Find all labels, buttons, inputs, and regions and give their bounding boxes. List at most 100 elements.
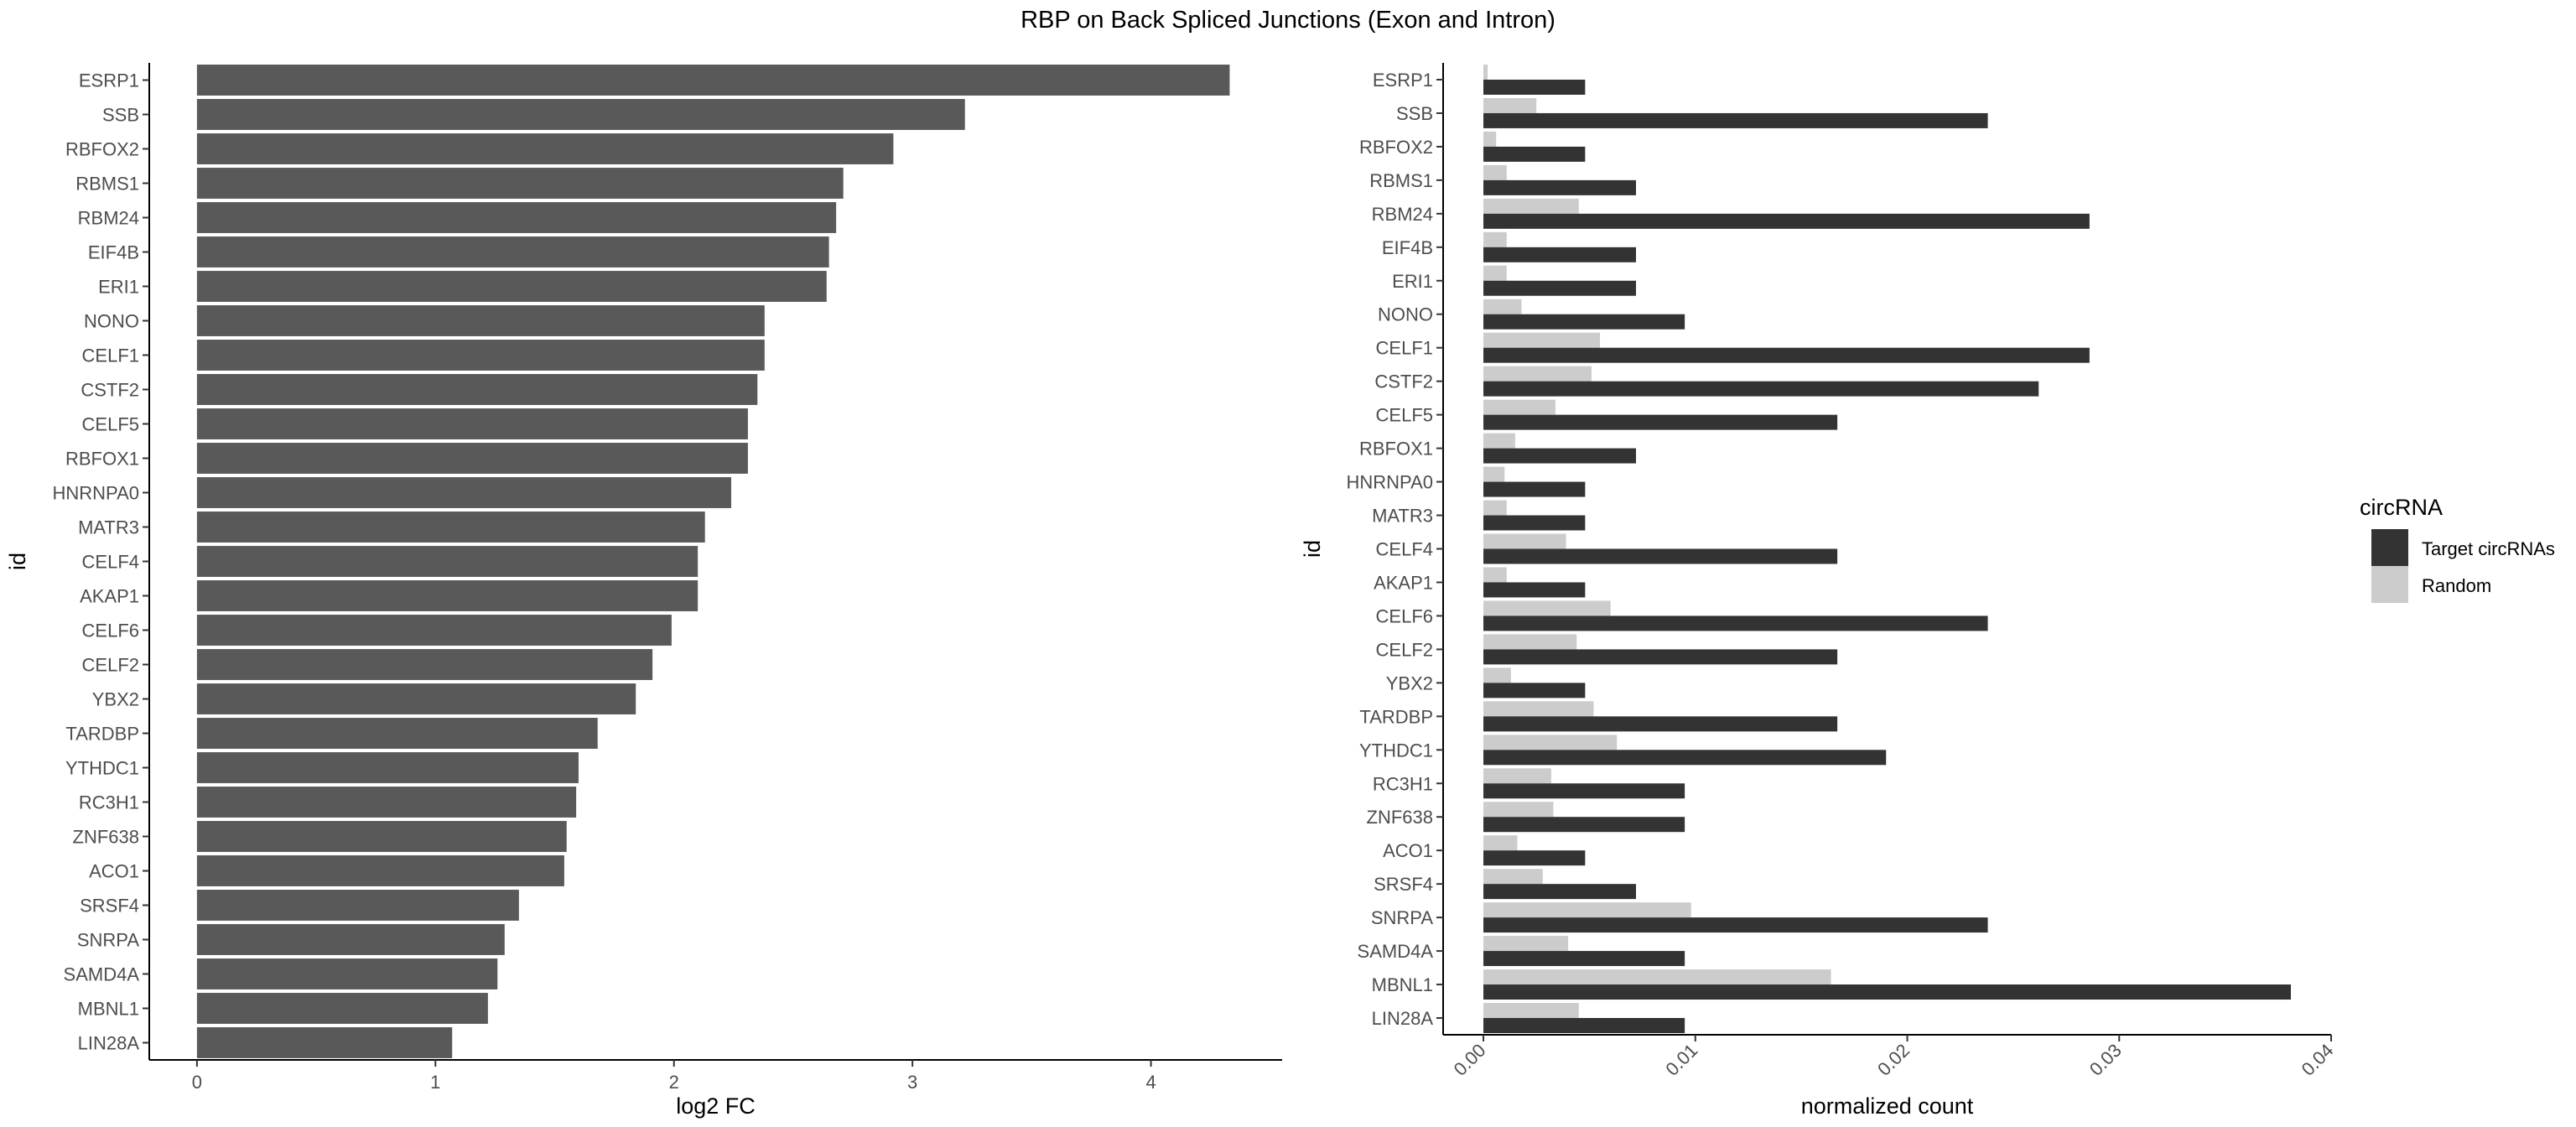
bar-random-ybx2 [1483, 667, 1511, 683]
y-tick-label-ssb: SSB [102, 105, 139, 126]
y-tick-label-srsf4: SRSF4 [80, 896, 139, 917]
bar-rbms1 [196, 168, 844, 199]
y-tick-label-tardbp: TARDBP [65, 724, 139, 745]
y-tick-label-celf4: CELF4 [1376, 539, 1433, 560]
bar-lin28a [196, 1027, 453, 1058]
bar-random-nono [1483, 299, 1522, 314]
bar-random-celf2 [1483, 634, 1577, 650]
bar-target-celf6 [1483, 615, 1988, 631]
bar-rc3h1 [196, 787, 577, 818]
y-tick-label-ythdc1: YTHDC1 [65, 758, 139, 779]
legend-title: circRNA [2360, 495, 2443, 520]
y-tick-label-rc3h1: RC3H1 [79, 792, 139, 813]
bar-target-lin28a [1483, 1018, 1685, 1034]
bar-target-celf5 [1483, 414, 1838, 430]
y-tick-label-samd4a: SAMD4A [1358, 941, 1434, 962]
legend-label-random: Random [2422, 575, 2491, 596]
y-tick-label-esrp1: ESRP1 [79, 70, 139, 91]
bar-celf5 [196, 408, 748, 439]
bar-random-srsf4 [1483, 869, 1543, 885]
bar-random-cstf2 [1483, 366, 1592, 382]
x-tick-label-4: 0.04 [2298, 1040, 2338, 1080]
bar-random-esrp1 [1483, 64, 1488, 80]
bar-random-lin28a [1483, 1003, 1579, 1019]
legend: circRNA Target circRNAs Random [2360, 495, 2555, 603]
bar-target-tardbp [1483, 716, 1838, 732]
y-tick-label-samd4a: SAMD4A [64, 964, 140, 985]
y-tick-label-celf2: CELF2 [82, 655, 139, 676]
bar-random-ssb [1483, 97, 1537, 113]
y-tick-label-srsf4: SRSF4 [1374, 874, 1433, 895]
bar-target-celf1 [1483, 347, 2090, 363]
bar-rbm24 [196, 202, 837, 233]
y-tick-label-celf1: CELF1 [82, 345, 139, 366]
bar-target-nono [1483, 314, 1685, 330]
bar-rbfox1 [196, 443, 748, 474]
y-tick-label-lin28a: LIN28A [78, 1033, 140, 1054]
y-tick-label-aco1: ACO1 [1383, 840, 1433, 861]
bar-random-celf6 [1483, 600, 1611, 616]
bar-random-akap1 [1483, 567, 1507, 583]
bar-random-eri1 [1483, 265, 1507, 281]
bar-hnrnpa0 [196, 477, 731, 508]
y-tick-label-cstf2: CSTF2 [80, 380, 139, 401]
bar-eri1 [196, 271, 827, 302]
bar-nono [196, 305, 765, 336]
x-tick-label-2: 0.02 [1873, 1040, 1914, 1080]
y-tick-label-celf5: CELF5 [1376, 405, 1433, 426]
y-tick-label-znf638: ZNF638 [73, 827, 139, 848]
bar-random-rbm24 [1483, 198, 1579, 214]
x-tick-label-2: 2 [669, 1072, 679, 1093]
bar-akap1 [196, 580, 699, 611]
y-tick-label-hnrnpa0: HNRNPA0 [52, 483, 139, 504]
y-tick-label-ythdc1: YTHDC1 [1359, 740, 1433, 761]
bar-target-ythdc1 [1483, 750, 1887, 766]
bar-target-samd4a [1483, 951, 1685, 967]
y-tick-label-tardbp: TARDBP [1359, 706, 1433, 727]
y-axis-title: id [1300, 540, 1325, 558]
x-axis-title: normalized count [1801, 1093, 1974, 1119]
bar-target-aco1 [1483, 850, 1586, 866]
bar-target-rc3h1 [1483, 783, 1685, 799]
y-tick-label-eri1: ERI1 [1392, 271, 1433, 292]
y-tick-label-akap1: AKAP1 [80, 586, 139, 607]
y-tick-label-rbms1: RBMS1 [75, 174, 139, 195]
y-tick-label-rbfox1: RBFOX1 [65, 449, 139, 470]
y-tick-label-akap1: AKAP1 [1374, 572, 1433, 593]
bar-random-hnrnpa0 [1483, 466, 1505, 482]
bar-random-rbms1 [1483, 164, 1507, 180]
bar-random-celf1 [1483, 332, 1601, 348]
bar-random-mbnl1 [1483, 969, 1831, 985]
y-tick-label-lin28a: LIN28A [1372, 1008, 1434, 1029]
bar-target-hnrnpa0 [1483, 481, 1586, 497]
left-chart-panel: ESRP1 SSB RBFOX2 RBMS1 RBM24 EIF4B ERI1 NONO CEL… [5, 63, 1282, 1119]
y-tick-label-celf4: CELF4 [82, 552, 139, 573]
bar-target-eri1 [1483, 280, 1636, 296]
bar-rbfox2 [196, 133, 894, 164]
bar-random-rc3h1 [1483, 768, 1551, 784]
bar-random-tardbp [1483, 701, 1594, 717]
y-tick-label-celf6: CELF6 [1376, 605, 1433, 626]
bar-target-akap1 [1483, 582, 1586, 598]
y-tick-label-mbnl1: MBNL1 [78, 999, 139, 1020]
bar-eif4b [196, 236, 829, 267]
bar-ssb [196, 99, 965, 130]
bar-random-rbfox1 [1483, 433, 1515, 449]
y-axis-title: id [5, 553, 30, 570]
bar-celf1 [196, 340, 765, 371]
bar-target-matr3 [1483, 515, 1586, 531]
y-tick-label-hnrnpa0: HNRNPA0 [1346, 472, 1433, 493]
bar-celf4 [196, 546, 699, 577]
bar-target-cstf2 [1483, 381, 2039, 397]
y-tick-label-rbfox1: RBFOX1 [1359, 439, 1433, 460]
bar-random-rbfox2 [1483, 131, 1497, 147]
bar-target-rbms1 [1483, 179, 1636, 195]
figure-title: RBP on Back Spliced Junctions (Exon and … [1021, 7, 1555, 34]
y-tick-label-rbfox2: RBFOX2 [65, 139, 139, 160]
y-tick-label-eif4b: EIF4B [1382, 237, 1433, 258]
bar-target-mbnl1 [1483, 984, 2291, 1000]
bar-znf638 [196, 821, 567, 852]
y-tick-label-snrpa: SNRPA [1371, 907, 1433, 928]
bar-esrp1 [196, 65, 1230, 96]
bar-aco1 [196, 855, 564, 886]
